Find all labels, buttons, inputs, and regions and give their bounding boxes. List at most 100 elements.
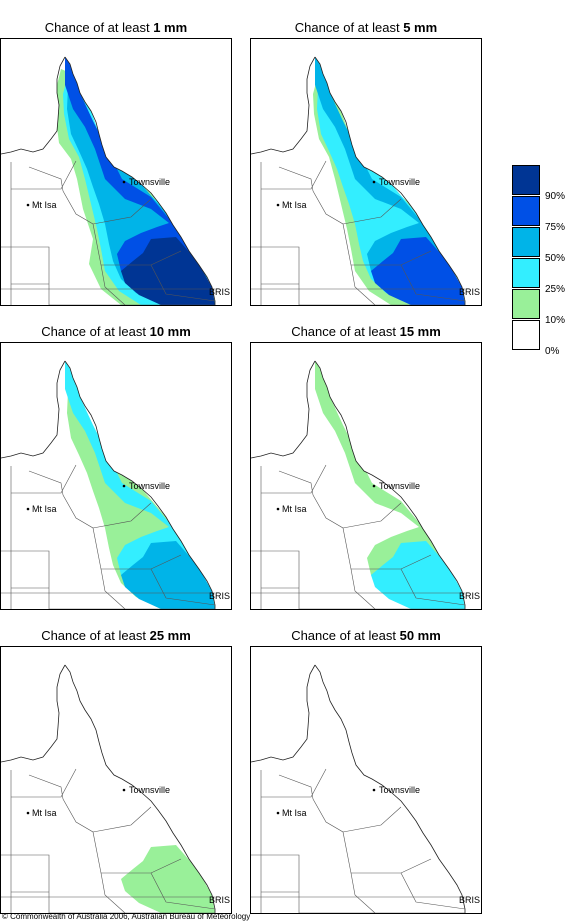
district-boundary: [11, 160, 77, 190]
title-amount: 25 mm: [149, 628, 191, 643]
gulf-coastline: [251, 664, 316, 763]
coastline: [64, 664, 216, 913]
legend-label: 75%: [545, 222, 566, 233]
map-canvas: Townsville Mt Isa BRIS: [251, 56, 480, 305]
district-boundary: [251, 854, 300, 913]
district-boundary: [400, 568, 466, 606]
district-boundary: [261, 464, 327, 494]
gulf-coastline: [1, 56, 66, 155]
mt-isa-label: Mt Isa: [32, 808, 57, 818]
legend-label: 10%: [545, 315, 566, 326]
map-canvas: Townsville Mt Isa BRIS: [251, 664, 480, 913]
townsville-marker: [122, 180, 126, 184]
coastline: [314, 56, 466, 305]
legend-swatch-10-25: [512, 289, 540, 319]
district-boundary: [342, 198, 402, 225]
townsville-marker: [122, 484, 126, 488]
rainfall-map: Townsville Mt Isa BRIS: [250, 342, 482, 610]
townsville-label: Townsville: [129, 481, 170, 491]
rainfall-map: Townsville Mt Isa BRIS: [250, 38, 482, 306]
district-boundary: [400, 872, 466, 910]
title-prefix: Chance of at least: [291, 628, 396, 643]
probability-zone: [121, 541, 215, 609]
district-boundary: [28, 166, 64, 192]
rainfall-map: Townsville Mt Isa BRIS: [0, 342, 232, 610]
district-boundary: [92, 502, 152, 529]
district-boundary: [62, 190, 126, 305]
district-boundary: [312, 494, 376, 609]
rainfall-probability-shading: [315, 361, 465, 609]
legend-label: 90%: [545, 191, 566, 202]
rainfall-probability-shading: [65, 361, 215, 609]
panel-title: Chance of at least 1 mm: [0, 18, 232, 38]
townsville-label: Townsville: [129, 177, 170, 187]
district-boundary: [351, 858, 432, 874]
probability-zone: [121, 845, 215, 913]
district-boundary: [312, 798, 376, 913]
district-boundary: [28, 470, 64, 496]
rainfall-map: Townsville Mt Isa BRIS: [0, 646, 232, 914]
district-boundary: [150, 872, 216, 910]
title-amount: 5 mm: [403, 20, 438, 35]
coastline: [64, 360, 216, 609]
rainfall-probability-shading: [313, 57, 465, 305]
legend-swatch-50-75: [512, 227, 540, 257]
legend-label: 25%: [545, 284, 566, 295]
rainfall-probability-shading: [56, 57, 215, 305]
townsville-label: Townsville: [379, 481, 420, 491]
legend-swatch-25-50: [512, 258, 540, 288]
panel-title: Chance of at least 5 mm: [250, 18, 482, 38]
district-boundary: [261, 160, 327, 190]
district-boundary: [342, 806, 402, 833]
townsville-label: Townsville: [379, 177, 420, 187]
mt-isa-label: Mt Isa: [282, 200, 307, 210]
legend-swatch-90-100: [512, 165, 540, 195]
district-boundary: [278, 166, 314, 192]
mt-isa-label: Mt Isa: [32, 200, 57, 210]
rainfall-probability-shading: [121, 845, 215, 913]
map-canvas: Townsville Mt Isa BRIS: [251, 360, 480, 609]
district-boundary: [1, 550, 50, 609]
brisbane-label: BRIS: [459, 591, 480, 601]
title-prefix: Chance of at least: [294, 20, 400, 35]
district-boundary: [92, 198, 152, 225]
legend-swatch-75-90: [512, 196, 540, 226]
district-boundary: [400, 264, 466, 302]
mt-isa-label: Mt Isa: [282, 504, 307, 514]
panel-title: Chance of at least 50 mm: [250, 626, 482, 646]
townsville-marker: [372, 484, 376, 488]
district-boundary: [261, 768, 327, 798]
mt-isa-marker: [276, 507, 280, 511]
townsville-marker: [122, 788, 126, 792]
probability-zone: [371, 237, 465, 305]
district-boundary: [251, 550, 300, 609]
map-canvas: Townsville Mt Isa BRIS: [1, 664, 230, 913]
gulf-coastline: [1, 664, 66, 763]
legend-label: 0%: [545, 346, 560, 357]
district-boundary: [11, 464, 77, 494]
district-boundary: [251, 246, 300, 305]
title-amount: 1 mm: [153, 20, 188, 35]
brisbane-label: BRIS: [459, 895, 480, 905]
panel-title: Chance of at least 10 mm: [0, 322, 232, 342]
district-boundary: [1, 246, 50, 305]
coastline: [314, 664, 466, 913]
title-amount: 15 mm: [399, 324, 441, 339]
legend-label: 50%: [545, 253, 566, 264]
probability-zone: [371, 541, 465, 609]
district-boundary: [1, 854, 50, 913]
district-boundary: [150, 264, 216, 302]
copyright-notice: © Commonwealth of Australia 2006, Austra…: [2, 912, 251, 921]
district-boundary: [312, 190, 376, 305]
townsville-label: Townsville: [379, 785, 420, 795]
coastline: [314, 360, 466, 609]
district-boundary: [62, 494, 126, 609]
coastline: [64, 56, 216, 305]
district-boundary: [150, 568, 216, 606]
rainfall-map: Townsville Mt Isa BRIS: [0, 38, 232, 306]
legend-swatch-0-10: [512, 320, 540, 350]
map-canvas: Townsville Mt Isa BRIS: [1, 56, 230, 305]
gulf-coastline: [251, 56, 316, 155]
brisbane-label: BRIS: [459, 287, 480, 297]
rainfall-map: Townsville Mt Isa BRIS: [250, 646, 482, 914]
